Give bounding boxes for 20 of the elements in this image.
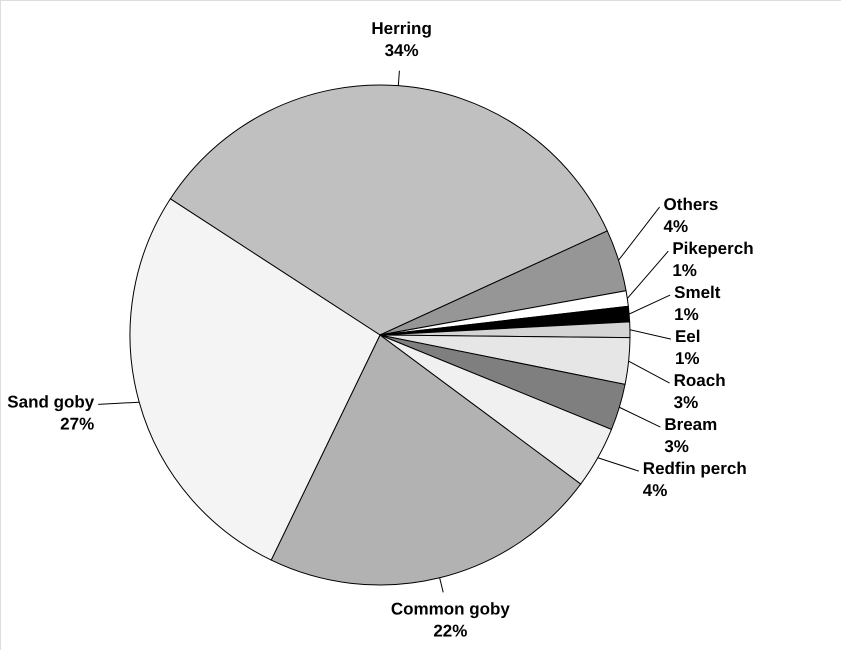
slice-label: Bream [664, 415, 718, 434]
slice-label: Sand goby [7, 392, 95, 412]
data-label: 4% [664, 217, 688, 236]
slice-label: Roach [674, 371, 726, 390]
slice-label: Pikeperch [672, 239, 754, 258]
data-label: 34% [384, 40, 419, 60]
slice-label: Smelt [674, 283, 721, 302]
data-label: 1% [674, 349, 700, 368]
slice-label: Eel [674, 327, 700, 346]
data-label: 1% [672, 261, 697, 280]
data-label: 22% [433, 621, 468, 640]
slice-label: Common goby [390, 599, 510, 618]
data-label: 3% [664, 437, 689, 456]
data-label: 3% [674, 393, 698, 412]
data-label: 4% [642, 481, 668, 500]
data-label: 1% [674, 305, 699, 324]
slice-label: Redfin perch [642, 459, 747, 478]
data-label: 27% [60, 414, 94, 434]
slice-label: Others [664, 195, 718, 214]
slice-label: Herring [371, 18, 432, 38]
